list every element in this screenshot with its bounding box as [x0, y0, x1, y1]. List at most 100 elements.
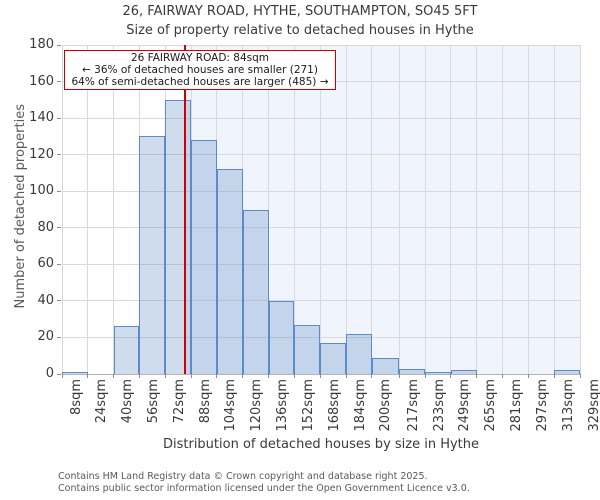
x-tick-mark [527, 374, 529, 378]
x-tick-mark [138, 374, 140, 378]
x-tick-mark [371, 374, 373, 378]
y-tick-label: 80 [37, 219, 54, 235]
y-tick-mark [57, 154, 61, 156]
footer-line-1: Contains HM Land Registry data © Crown c… [58, 471, 428, 482]
grid-line-vertical [345, 45, 347, 374]
y-tick-mark [57, 117, 61, 119]
y-tick-mark [57, 190, 61, 192]
x-axis-line [62, 374, 580, 375]
x-tick-label: 152sqm [300, 379, 316, 432]
grid-line-vertical [502, 45, 504, 374]
x-tick-label: 168sqm [326, 379, 342, 432]
y-tick-mark [57, 263, 61, 265]
x-tick-mark [502, 374, 504, 378]
histogram-bar [320, 342, 346, 374]
x-tick-mark [190, 374, 192, 378]
plot-area: 26 FAIRWAY ROAD: 84sqm ← 36% of detached… [61, 44, 581, 375]
x-tick-label: 313sqm [560, 379, 576, 432]
grid-line-horizontal [62, 44, 580, 46]
annotation-line-1: 26 FAIRWAY ROAD: 84sqm [130, 52, 270, 64]
x-tick-mark [450, 374, 452, 378]
x-tick-mark [113, 374, 115, 378]
x-axis-title: Distribution of detached houses by size … [162, 437, 480, 452]
y-tick-mark [57, 44, 61, 46]
grid-line-horizontal [62, 300, 580, 302]
chart-subtitle: Size of property relative to detached ho… [126, 23, 474, 38]
grid-line-horizontal [62, 336, 580, 338]
grid-line-vertical [553, 45, 555, 374]
annotation-line-3: 64% of semi-detached houses are larger (… [71, 76, 329, 88]
x-tick-label: 265sqm [483, 379, 499, 432]
y-tick-mark [57, 81, 61, 83]
grid-line-vertical [319, 45, 321, 374]
histogram-bar [399, 368, 426, 374]
y-tick-label: 0 [45, 366, 54, 381]
y-axis-title: Number of detached properties [13, 104, 28, 309]
histogram-bar [139, 136, 166, 374]
histogram-bar [165, 99, 192, 374]
y-tick-label: 100 [29, 183, 54, 199]
annotation-box: 26 FAIRWAY ROAD: 84sqm ← 36% of detached… [64, 50, 336, 90]
grid-line-horizontal [62, 227, 580, 229]
grid-line-vertical [268, 45, 270, 374]
x-tick-mark [61, 374, 63, 378]
x-tick-mark [268, 374, 270, 378]
grid-line-vertical [450, 45, 452, 374]
histogram-bar [113, 326, 140, 374]
x-tick-label: 329sqm [586, 379, 600, 432]
x-tick-label: 8sqm [68, 379, 84, 415]
grid-line-vertical [371, 45, 373, 374]
x-tick-label: 297sqm [534, 379, 550, 432]
x-tick-mark [476, 374, 478, 378]
histogram-bar [450, 370, 477, 374]
x-tick-label: 120sqm [249, 379, 265, 432]
grid-line-horizontal [62, 263, 580, 265]
y-tick-mark [57, 336, 61, 338]
x-tick-mark [398, 374, 400, 378]
x-tick-label: 40sqm [120, 379, 136, 424]
chart-title: 26, FAIRWAY ROAD, HYTHE, SOUTHAMPTON, SO… [122, 4, 478, 19]
x-tick-mark [87, 374, 89, 378]
histogram-bar [371, 357, 400, 374]
grid-line-vertical [293, 45, 295, 374]
y-tick-label: 140 [29, 110, 54, 126]
y-tick-label: 180 [29, 37, 54, 52]
x-tick-mark [424, 374, 426, 378]
x-tick-label: 136sqm [275, 379, 291, 432]
histogram-bar [554, 370, 580, 374]
y-tick-mark [57, 373, 61, 375]
grid-line-horizontal [62, 190, 580, 192]
x-tick-label: 249sqm [457, 379, 473, 432]
histogram-bar [346, 333, 372, 374]
x-tick-label: 281sqm [509, 379, 525, 432]
annotation-line-2: ← 36% of detached houses are smaller (27… [82, 64, 318, 76]
histogram-bar [191, 140, 217, 374]
y-tick-label: 20 [37, 329, 54, 345]
x-tick-mark [319, 374, 321, 378]
x-tick-label: 200sqm [378, 379, 394, 432]
histogram-bar [242, 209, 269, 374]
y-tick-mark [57, 300, 61, 302]
x-tick-label: 184sqm [352, 379, 368, 432]
y-tick-label: 120 [29, 146, 54, 162]
grid-line-vertical [87, 45, 89, 374]
histogram-bar [294, 324, 321, 374]
grid-line-horizontal [62, 117, 580, 119]
grid-line-horizontal [62, 154, 580, 156]
grid-line-vertical [476, 45, 478, 374]
x-tick-label: 104sqm [223, 379, 239, 432]
footer-line-2: Contains public sector information licen… [58, 482, 470, 494]
grid-line-vertical [61, 45, 63, 374]
x-tick-label: 72sqm [171, 379, 187, 424]
x-tick-label: 24sqm [94, 379, 110, 424]
grid-line-vertical [398, 45, 400, 374]
x-tick-mark [216, 374, 218, 378]
histogram-bar [62, 372, 88, 374]
x-tick-mark [345, 374, 347, 378]
x-tick-label: 88sqm [197, 379, 213, 424]
histogram-bar [268, 300, 295, 374]
x-tick-mark [579, 374, 581, 378]
y-tick-label: 160 [29, 73, 54, 89]
x-tick-label: 233sqm [431, 379, 447, 432]
